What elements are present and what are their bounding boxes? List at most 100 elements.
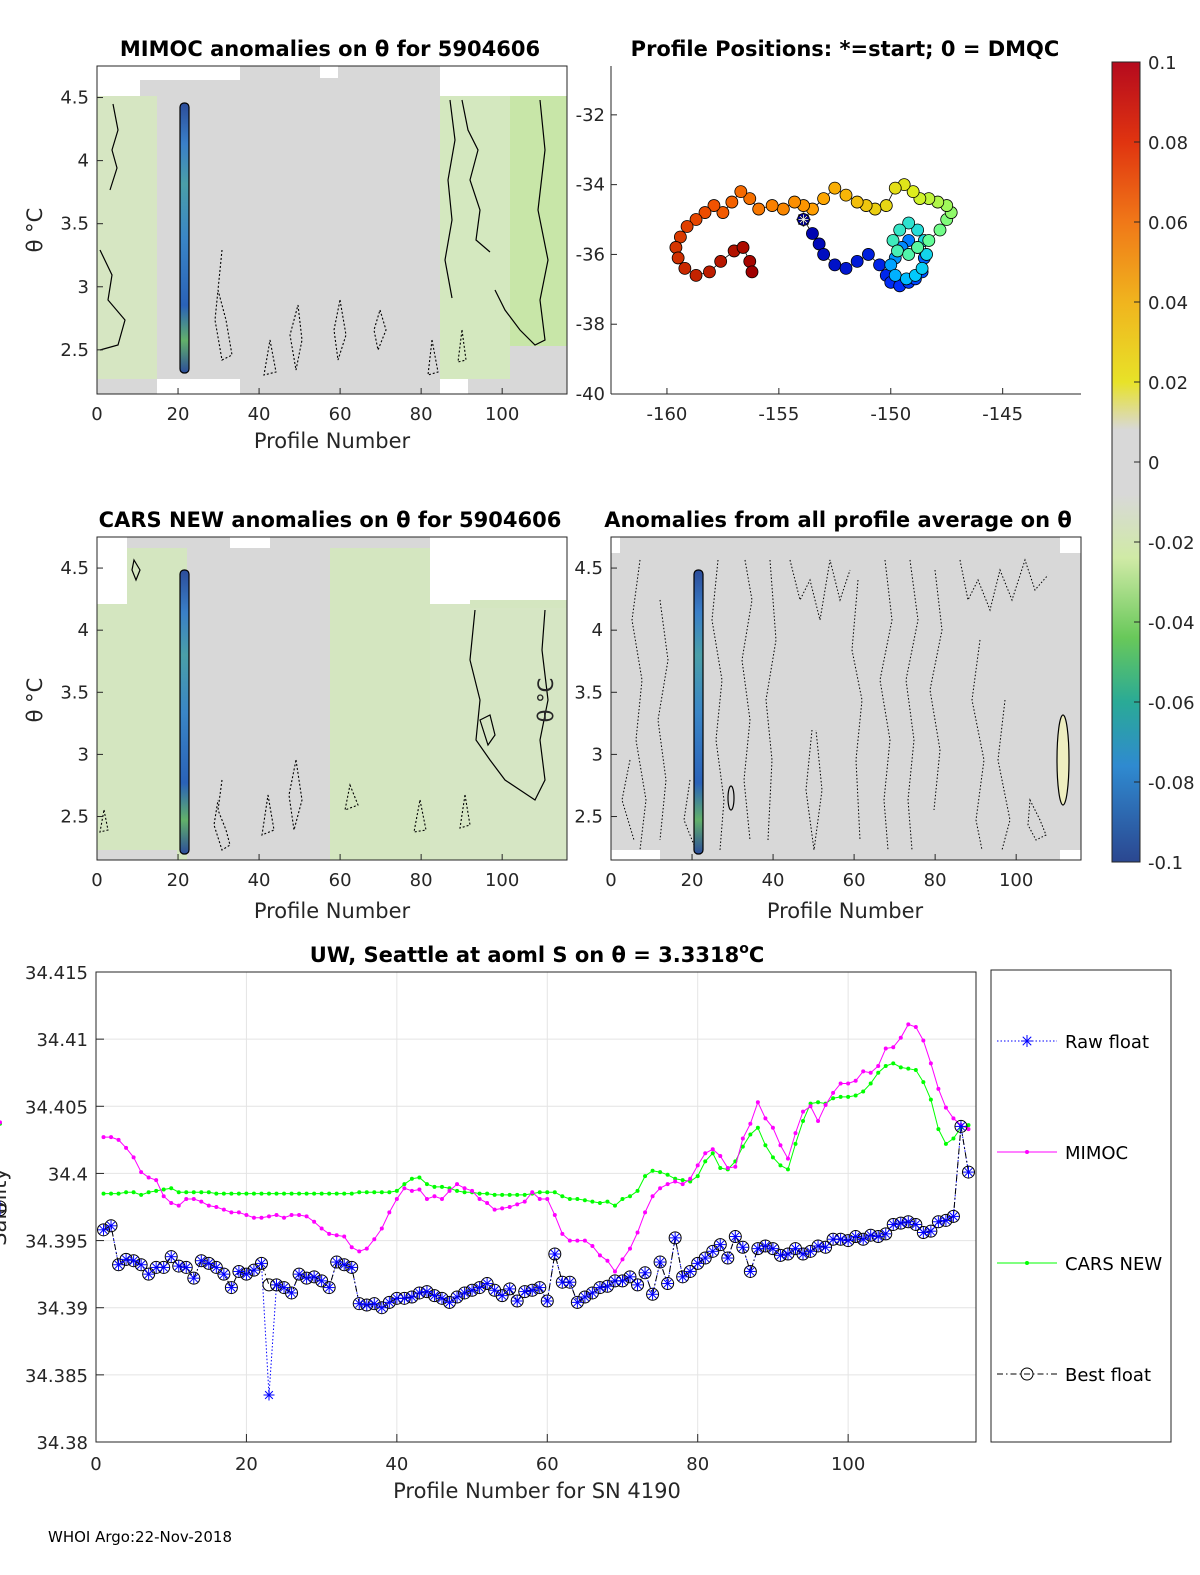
cars-new-point — [507, 1192, 512, 1197]
cars-new-point — [349, 1191, 354, 1196]
cars-new-point — [680, 1178, 685, 1183]
x-tick-label: 100 — [999, 870, 1033, 891]
mimoc-point — [763, 1116, 768, 1121]
cars-new-point — [372, 1190, 377, 1195]
mimoc-point — [680, 1182, 685, 1187]
best-float-point — [450, 1290, 464, 1304]
mimoc-point — [876, 1064, 881, 1068]
salinity-axes-box — [95, 971, 977, 1443]
raw-float-point — [925, 1225, 937, 1237]
mimoc-point — [537, 1196, 542, 1201]
cars-new-point — [605, 1199, 610, 1204]
mimoc-point — [695, 1163, 700, 1168]
best-float-point — [187, 1271, 201, 1285]
raw-float-point — [293, 1268, 305, 1280]
cars-ylabel: θ °C — [23, 678, 47, 723]
cars-new-point — [161, 1187, 166, 1192]
mimoc-point — [718, 1153, 723, 1158]
cars-new-point — [387, 1190, 392, 1195]
cars-new-point — [575, 1196, 580, 1201]
cars-new-point — [876, 1070, 881, 1075]
profile-position-point — [734, 185, 748, 199]
raw-float-point — [135, 1259, 147, 1271]
profile-position-point — [873, 258, 886, 272]
mimoc-point — [439, 1196, 444, 1201]
mimoc-point — [500, 1206, 505, 1211]
raw-float-point — [165, 1251, 177, 1263]
raw-float-point — [842, 1235, 854, 1247]
salinity-series-group — [0, 1022, 975, 1401]
cars-new-point — [282, 1191, 287, 1196]
x-tick-label: -155 — [758, 404, 799, 425]
raw-float-point — [301, 1272, 313, 1284]
x-tick-label: 0 — [605, 870, 616, 891]
cars-new-point — [462, 1190, 467, 1195]
best-float-point — [465, 1283, 479, 1297]
x-tick-label: 80 — [686, 1454, 709, 1475]
cars-anomaly-streak — [179, 569, 190, 855]
best-float-point — [202, 1256, 216, 1270]
mimoc-point — [304, 1214, 309, 1219]
raw-float-point — [346, 1261, 358, 1273]
cars-new-point — [612, 1203, 617, 1208]
positions-start-marker — [796, 212, 811, 227]
allavg-tick-group: 0 20 40 60 80 100 2.5 3 3.5 4 4.5 — [574, 558, 1033, 891]
mimoc-point — [297, 1213, 302, 1218]
cars-new-point — [214, 1191, 219, 1196]
cars-new-point — [755, 1125, 760, 1130]
mimoc-point — [169, 1200, 174, 1205]
mimoc-point — [650, 1194, 655, 1199]
mimoc-point — [522, 1199, 527, 1204]
mimoc-point — [560, 1231, 565, 1236]
cars-new-point — [522, 1192, 527, 1197]
raw-float-point — [489, 1284, 501, 1296]
cars-new-point — [695, 1174, 700, 1179]
raw-float-point — [632, 1279, 644, 1291]
cars-new-point — [763, 1143, 768, 1148]
y-tick-label: 4.5 — [60, 88, 89, 109]
best-float-point — [270, 1278, 284, 1292]
raw-float-point — [316, 1275, 328, 1287]
cars-new-point — [913, 1068, 918, 1073]
mimoc-point — [357, 1249, 362, 1254]
cars-new-point — [515, 1192, 520, 1197]
raw-float-point — [902, 1216, 914, 1228]
raw-float-point — [669, 1232, 681, 1244]
best-float-point — [698, 1251, 712, 1265]
legend-label-raw-float: Raw float — [1065, 1032, 1149, 1053]
cars-panel: CARS NEW anomalies on θ for 5904606 — [23, 508, 568, 923]
mimoc-point — [838, 1081, 843, 1086]
x-tick-label: 60 — [843, 870, 866, 891]
colorbar: 0.1 0.08 0.06 0.04 0.02 0 -0.02 -0.04 -0.06 -0.08… — [1111, 53, 1195, 874]
legend-label-mimoc: MIMOC — [1065, 1143, 1128, 1164]
mimoc-point — [846, 1081, 851, 1086]
raw-float-point — [466, 1284, 478, 1296]
best-float-point — [435, 1291, 449, 1305]
raw-float-point — [872, 1231, 884, 1243]
raw-float-point — [444, 1296, 456, 1308]
raw-float-point — [210, 1261, 222, 1273]
y-tick-label: 3.5 — [574, 682, 603, 703]
best-float-point — [104, 1219, 118, 1233]
salinity-grid — [95, 971, 976, 1443]
cars-new-point — [319, 1191, 324, 1196]
cars-new-point — [966, 1123, 971, 1128]
allavg-title: Anomalies from all profile average on θ — [604, 508, 1072, 532]
positions-panel: Profile Positions: *=start; 0 = DMQC -16… — [576, 37, 1081, 425]
mimoc-point — [778, 1143, 783, 1148]
profile-position-point — [828, 181, 842, 195]
cars-new-point — [778, 1163, 783, 1168]
x-tick-label: 0 — [90, 1454, 101, 1475]
cars-new-point — [643, 1174, 648, 1179]
cars-new-point — [552, 1190, 557, 1195]
cars-new-point — [439, 1184, 444, 1189]
raw-float-point — [459, 1287, 471, 1299]
cars-new-point — [327, 1191, 332, 1196]
mimoc-point — [883, 1046, 888, 1051]
best-float-point — [849, 1230, 863, 1244]
profile-position-point — [817, 248, 831, 261]
mimoc-point — [184, 1196, 189, 1201]
cars-new-point — [169, 1186, 174, 1191]
colorbar-tick-label: 0.08 — [1148, 133, 1188, 154]
mimoc-point — [612, 1269, 617, 1274]
